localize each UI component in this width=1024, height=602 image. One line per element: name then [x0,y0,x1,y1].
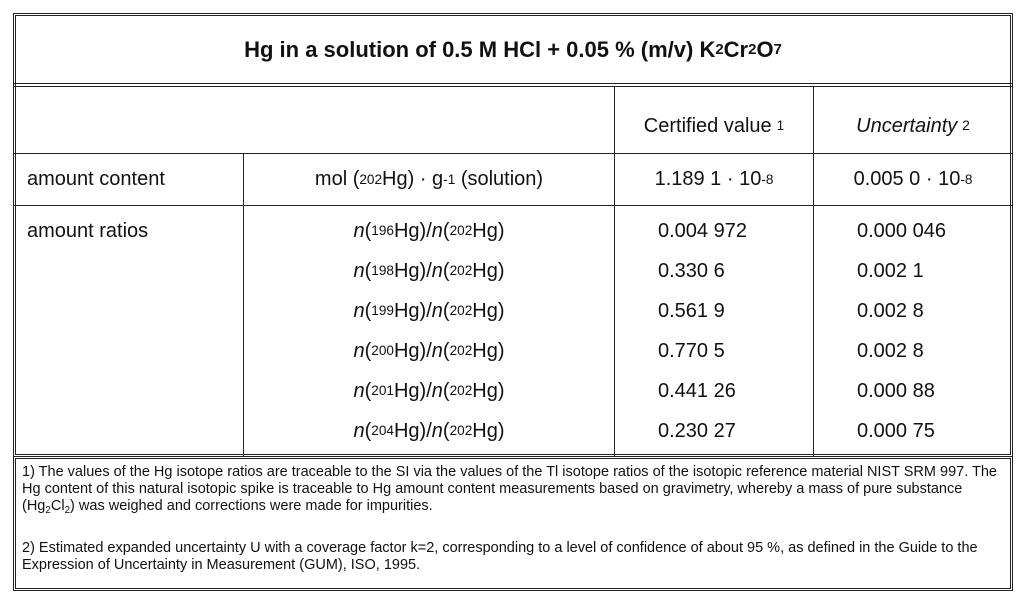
ratio-part: n [353,339,365,362]
ratio-part: Hg)/ [393,259,432,282]
ratio: n(204 Hg)/n(202 Hg) [353,419,505,442]
title-text: Cr [723,37,749,62]
ratio-part: Hg)/ [393,419,432,442]
ratio-part: n [353,379,365,402]
ratio-part: ( [442,219,450,242]
ratio-part: ( [442,299,450,322]
ratio-part: ( [442,339,450,362]
unit-text: mol ( [314,168,360,190]
ratio-part: ( [442,419,450,442]
ratio-part: n [353,419,365,442]
table-frame [13,13,1013,457]
row-line [13,153,1013,154]
ratio: n(198 Hg)/n(202 Hg) [353,259,505,282]
header-text: Uncertainty [856,114,958,137]
title-separator [13,83,1013,87]
ratio-part: ( [364,419,372,442]
ratio-part: n [431,379,443,402]
ratio-part: ( [442,379,450,402]
header-certified: Certified value 1 [643,114,785,137]
certified-value: 0.770 5 [658,339,725,362]
unit-text: Hg) · g [382,168,444,190]
ratio-part: n [431,219,443,242]
ratio: n(200 Hg)/n(202 Hg) [353,339,505,362]
footnote: 2) Estimated expanded uncertainty U with… [22,540,1002,574]
ratio-part: Hg)/ [393,339,432,362]
certified-value: 0.441 26 [658,379,736,402]
ratio-part: Hg) [472,339,505,362]
ratio-part: ( [364,299,372,322]
ratio-part: Hg) [472,379,505,402]
header-uncertainty: Uncertainty 2 [856,114,970,137]
uncertainty-value: 0.000 046 [857,219,946,242]
certified-value: 0.561 9 [658,299,725,322]
ratio-part: ( [364,259,372,282]
row-line [13,205,1013,206]
footnote-part: Cl [50,498,65,514]
col-line [243,153,244,456]
ratio-part: Hg)/ [393,379,432,402]
ratio-part: Hg) [472,419,505,442]
unit: mol (202 Hg) · g -1 (solution) [314,168,544,190]
footnote-part: ) was weighed and corrections were made … [70,498,433,514]
certified-value: 1.189 1 · 10 -8 [654,168,774,190]
ratio-part: n [353,299,365,322]
ratio-part: Hg) [472,219,505,242]
col-line [813,86,814,456]
ratio: n(196 Hg)/n(202 Hg) [353,219,505,242]
certified-value: 0.330 6 [658,259,725,282]
uncertainty-value: 0.002 1 [857,259,924,282]
unit-text: (solution) [455,168,544,190]
uncertainty-value: 0.002 8 [857,339,924,362]
footnote-part: 2 [64,504,71,516]
ratio-part: ( [364,379,372,402]
certified-value: 0.230 27 [658,419,736,442]
ratio-part: Hg) [472,299,505,322]
table-title: Hg in a solution of 0.5 M HCl + 0.05 % (… [244,37,782,62]
title-text: O [756,37,774,62]
footnote-part: 2) Estimated expanded uncertainty U with… [22,540,978,573]
footnote: 1) The values of the Hg isotope ratios a… [22,464,1002,515]
ratio: n(199 Hg)/n(202 Hg) [353,299,505,322]
value-text: 1.189 1 · 10 [654,168,762,190]
ratio-part: n [353,259,365,282]
ratio-part: n [431,339,443,362]
uncertainty-value: 0.005 0 · 10 -8 [853,168,973,190]
ratio-part: n [431,299,443,322]
row-label: amount content [27,168,165,190]
certified-value: 0.004 972 [658,219,747,242]
uncertainty-value: 0.000 75 [857,419,935,442]
row-label: amount ratios [27,219,149,242]
ratio-part: n [353,219,365,242]
ratio-part: ( [364,219,372,242]
footnote-part: 2 [45,504,51,516]
uncertainty-value: 0.002 8 [857,299,924,322]
ratio-part: ( [442,259,450,282]
header-text: Certified value [643,114,772,137]
ratio: n(201 Hg)/n(202 Hg) [353,379,505,402]
ratio-part: Hg)/ [393,299,432,322]
value-text: 0.005 0 · 10 [853,168,961,190]
ratio-part: n [431,259,443,282]
col-line [614,86,615,456]
ratio-part: Hg) [472,259,505,282]
ratio-part: ( [364,339,372,362]
footnote-frame [13,456,1013,591]
footnote-part: 1) The values of the Hg isotope ratios a… [22,464,997,514]
ratio-part: n [431,419,443,442]
ratio-part: Hg)/ [393,219,432,242]
uncertainty-value: 0.000 88 [857,379,935,402]
title-text: Hg in a solution of 0.5 M HCl + 0.05 % (… [244,37,716,62]
